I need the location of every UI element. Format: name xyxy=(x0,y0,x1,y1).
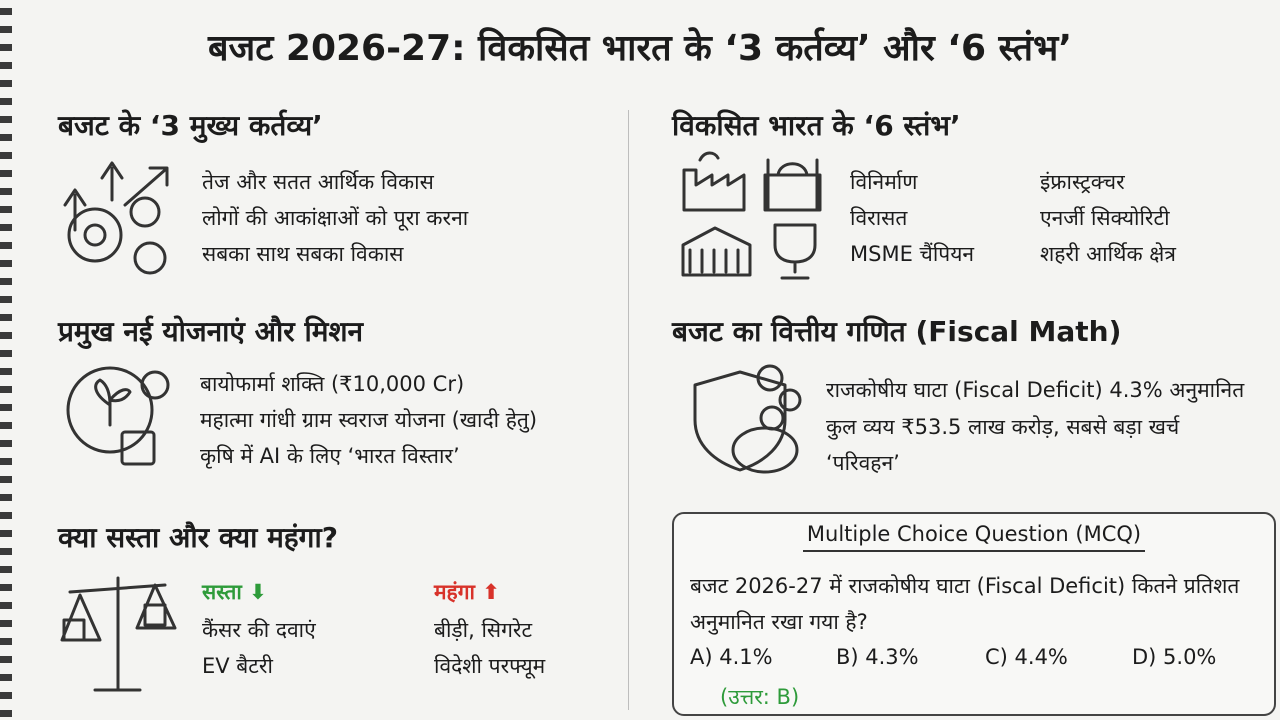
label-text: महंगा xyxy=(434,580,475,604)
list-item: बीड़ी, सिगरेट xyxy=(434,618,533,642)
title: बजट 2026-27: विकसित भारत के ‘3 कर्तव्य’ … xyxy=(207,28,1073,69)
section-heading: बजट के ‘3 मुख्य कर्तव्य’ xyxy=(58,109,323,142)
mcq-option: D) 5.0% xyxy=(1132,645,1217,669)
pillar: इंफ्रास्ट्रक्चर xyxy=(1040,170,1125,194)
pillar-icons xyxy=(681,151,822,280)
column-divider xyxy=(628,110,629,710)
down-arrow: ⬇ xyxy=(249,580,267,604)
fiscal-line: राजकोषीय घाटा (Fiscal Deficit) 4.3% अनुम… xyxy=(826,378,1245,402)
pillar: शहरी आर्थिक क्षेत्र xyxy=(1040,242,1176,266)
list-item: लोगों की आकांक्षाओं को पूरा करना xyxy=(202,206,469,230)
plant-gear-icon xyxy=(66,366,170,466)
pillar: MSME चैंपियन xyxy=(850,242,975,266)
label-text: सस्ता xyxy=(202,580,242,604)
mcq-option: B) 4.3% xyxy=(836,645,919,669)
list-item: कृषि में AI के लिए ‘भारत विस्तार’ xyxy=(200,444,460,468)
notebook-binding xyxy=(0,0,12,720)
cheaper-label: सस्ता ⬇ xyxy=(202,578,267,606)
scale-icon xyxy=(60,576,177,692)
section-heading: बजट का वित्तीय गणित (Fiscal Math) xyxy=(672,315,1122,348)
section-heading: क्या सस्ता और क्या महंगा? xyxy=(58,521,338,554)
fiscal-icon xyxy=(693,364,802,474)
list-item: विदेशी परफ्यूम xyxy=(434,654,546,678)
mcq-option: C) 4.4% xyxy=(985,645,1068,669)
mcq-title: Multiple Choice Question (MCQ) xyxy=(802,522,1146,552)
list-item: कैंसर की दवाएं xyxy=(202,618,316,642)
list-item: बायोफार्मा शक्ति (₹10,000 Cr) xyxy=(200,372,465,396)
mcq-title-wrap: Multiple Choice Question (MCQ) xyxy=(672,522,1276,552)
fiscal-line: कुल व्यय ₹53.5 लाख करोड़, सबसे बड़ा खर्च xyxy=(826,415,1180,439)
pillar: विनिर्माण xyxy=(850,170,918,194)
list-item: महात्मा गांधी ग्राम स्वराज योजना (खादी ह… xyxy=(200,408,538,432)
pillar: विरासत xyxy=(850,206,908,230)
fiscal-line: ‘परिवहन’ xyxy=(826,451,900,475)
list-item: सबका साथ सबका विकास xyxy=(202,242,404,266)
growth-gears-icon xyxy=(63,161,169,275)
list-item: EV बैटरी xyxy=(202,654,273,678)
mcq-answer: (उत्तर: B) xyxy=(720,685,800,709)
costlier-label: महंगा ⬆ xyxy=(434,578,500,606)
pillar: एनर्जी सिक्योरिटी xyxy=(1040,206,1170,230)
section-heading: प्रमुख नई योजनाएं और मिशन xyxy=(58,315,364,348)
up-arrow: ⬆ xyxy=(482,580,500,604)
mcq-option: A) 4.1% xyxy=(690,645,773,669)
mcq-box xyxy=(672,512,1276,716)
list-item: तेज और सतत आर्थिक विकास xyxy=(202,170,434,194)
section-heading: विकसित भारत के ‘6 स्तंभ’ xyxy=(672,109,961,142)
mcq-question: बजट 2026-27 में राजकोषीय घाटा (Fiscal De… xyxy=(690,574,1240,634)
